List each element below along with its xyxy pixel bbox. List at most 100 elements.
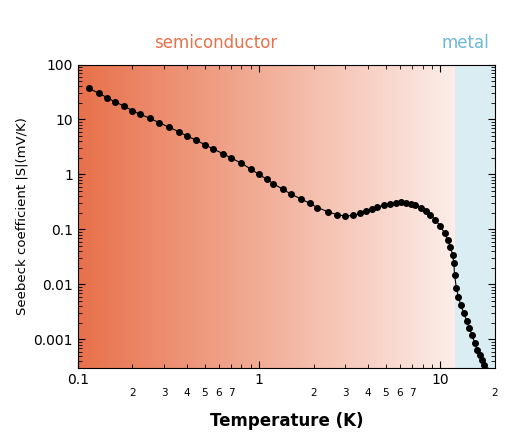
Bar xyxy=(167,65,168,368)
Bar xyxy=(388,65,389,368)
Bar xyxy=(412,65,413,368)
Bar xyxy=(247,65,249,368)
Bar xyxy=(143,65,145,368)
Text: 6: 6 xyxy=(397,388,403,397)
Bar xyxy=(212,65,213,368)
Bar xyxy=(291,65,292,368)
Bar xyxy=(229,65,230,368)
Bar xyxy=(172,65,173,368)
Bar xyxy=(285,65,286,368)
Bar xyxy=(428,65,429,368)
Bar xyxy=(426,65,427,368)
Bar xyxy=(336,65,337,368)
Bar xyxy=(295,65,297,368)
Bar xyxy=(187,65,188,368)
Text: semiconductor: semiconductor xyxy=(154,34,277,53)
Bar xyxy=(207,65,208,368)
Bar xyxy=(320,65,322,368)
Bar xyxy=(162,65,163,368)
Bar xyxy=(351,65,353,368)
Bar xyxy=(376,65,377,368)
Bar xyxy=(259,65,260,368)
Bar xyxy=(134,65,135,368)
X-axis label: Temperature (K): Temperature (K) xyxy=(209,412,363,430)
Bar xyxy=(383,65,384,368)
Bar xyxy=(245,65,246,368)
Bar xyxy=(163,65,165,368)
Bar xyxy=(165,65,166,368)
Bar xyxy=(304,65,305,368)
Bar xyxy=(78,65,79,368)
Bar xyxy=(362,65,363,368)
Text: 2: 2 xyxy=(491,388,498,397)
Bar xyxy=(129,65,131,368)
Bar xyxy=(286,65,288,368)
Bar xyxy=(208,65,210,368)
Bar xyxy=(260,65,261,368)
Bar xyxy=(272,65,274,368)
Bar xyxy=(311,65,312,368)
Bar xyxy=(231,65,232,368)
Bar xyxy=(182,65,183,368)
Bar xyxy=(444,65,446,368)
Bar xyxy=(317,65,318,368)
Bar xyxy=(241,65,242,368)
Bar xyxy=(99,65,101,368)
Bar xyxy=(407,65,408,368)
Bar xyxy=(264,65,265,368)
Bar xyxy=(122,65,123,368)
Bar xyxy=(251,65,252,368)
Bar xyxy=(215,65,216,368)
Bar xyxy=(280,65,281,368)
Bar xyxy=(297,65,298,368)
Bar xyxy=(120,65,121,368)
Text: 4: 4 xyxy=(365,388,371,397)
Bar xyxy=(379,65,381,368)
Bar xyxy=(437,65,438,368)
Bar xyxy=(168,65,170,368)
Bar xyxy=(188,65,190,368)
Bar xyxy=(350,65,351,368)
Bar xyxy=(152,65,153,368)
Bar xyxy=(325,65,326,368)
Bar xyxy=(147,65,148,368)
Bar xyxy=(381,65,382,368)
Bar xyxy=(186,65,187,368)
Bar xyxy=(292,65,294,368)
Text: 5: 5 xyxy=(382,388,389,397)
Bar xyxy=(220,65,221,368)
Bar xyxy=(92,65,93,368)
Text: 3: 3 xyxy=(342,388,349,397)
Bar xyxy=(330,65,331,368)
Bar xyxy=(277,65,278,368)
Bar xyxy=(436,65,437,368)
Bar xyxy=(451,65,452,368)
Bar xyxy=(258,65,259,368)
Bar xyxy=(206,65,207,368)
Bar xyxy=(219,65,220,368)
Bar xyxy=(154,65,156,368)
Bar xyxy=(337,65,338,368)
Bar xyxy=(279,65,280,368)
Bar xyxy=(387,65,388,368)
Bar xyxy=(354,65,356,368)
Bar xyxy=(242,65,244,368)
Bar xyxy=(135,65,137,368)
Bar xyxy=(408,65,409,368)
Bar xyxy=(338,65,339,368)
Bar xyxy=(109,65,111,368)
Bar xyxy=(368,65,369,368)
Bar xyxy=(394,65,396,368)
Bar xyxy=(329,65,330,368)
Bar xyxy=(230,65,231,368)
Bar xyxy=(389,65,390,368)
Bar xyxy=(300,65,301,368)
Bar xyxy=(342,65,343,368)
Bar xyxy=(89,65,90,368)
Bar xyxy=(423,65,424,368)
Bar xyxy=(319,65,320,368)
Bar xyxy=(443,65,444,368)
Bar xyxy=(442,65,443,368)
Bar xyxy=(211,65,212,368)
Bar xyxy=(275,65,277,368)
